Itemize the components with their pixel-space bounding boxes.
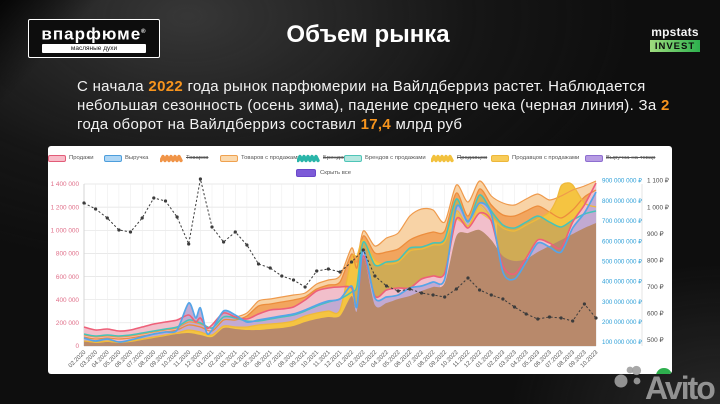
- svg-text:700 000 000 ₽: 700 000 000 ₽: [602, 218, 642, 225]
- svg-text:600 000 000 ₽: 600 000 000 ₽: [602, 238, 642, 245]
- svg-text:1 000 ₽: 1 000 ₽: [647, 204, 669, 211]
- svg-text:100 000 000 ₽: 100 000 000 ₽: [602, 339, 642, 346]
- svg-text:900 ₽: 900 ₽: [647, 231, 664, 238]
- svg-text:700 ₽: 700 ₽: [647, 284, 664, 291]
- svg-text:900 000 000 ₽: 900 000 000 ₽: [602, 178, 642, 185]
- svg-text:200 000 000 ₽: 200 000 000 ₽: [602, 319, 642, 326]
- svg-text:0: 0: [75, 343, 79, 350]
- svg-text:500 000 000 ₽: 500 000 000 ₽: [602, 259, 642, 266]
- svg-text:600 ₽: 600 ₽: [647, 311, 664, 318]
- svg-text:600 000: 600 000: [56, 274, 80, 281]
- svg-text:Avito: Avito: [645, 370, 715, 404]
- svg-text:1 400 000: 1 400 000: [51, 181, 80, 188]
- svg-text:300 000 000 ₽: 300 000 000 ₽: [602, 299, 642, 306]
- svg-text:800 000 000 ₽: 800 000 000 ₽: [602, 198, 642, 205]
- svg-text:1 200 000: 1 200 000: [51, 204, 80, 211]
- svg-text:500 ₽: 500 ₽: [647, 337, 664, 344]
- svg-text:1 000 000: 1 000 000: [51, 228, 80, 235]
- svg-text:1 100 ₽: 1 100 ₽: [647, 178, 669, 185]
- svg-text:800 000: 800 000: [56, 251, 80, 258]
- svg-text:400 000 000 ₽: 400 000 000 ₽: [602, 279, 642, 286]
- svg-text:400 000: 400 000: [56, 297, 80, 304]
- svg-text:800 ₽: 800 ₽: [647, 257, 664, 264]
- svg-text:200 000: 200 000: [56, 320, 80, 327]
